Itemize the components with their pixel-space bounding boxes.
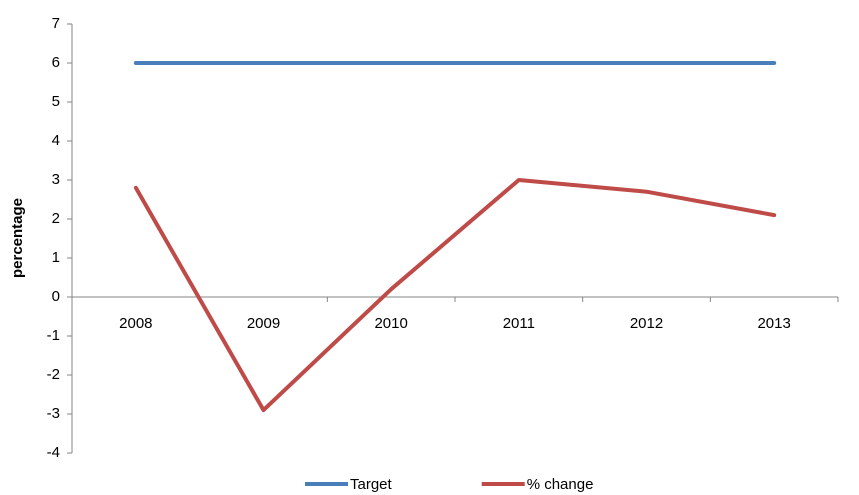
x-tick-label: 2009: [247, 315, 280, 332]
y-tick-label: 4: [52, 132, 60, 149]
y-tick-label: 2: [52, 210, 60, 227]
data-line: [133, 178, 777, 413]
y-tick-label: -4: [47, 444, 60, 461]
x-tick-label: 2013: [757, 315, 790, 332]
x-tick-label: 2011: [503, 315, 535, 332]
y-tick-label: 5: [52, 93, 60, 110]
y-tick-label: 1: [52, 249, 60, 266]
y-tick-label: 6: [52, 54, 60, 71]
y-tick-label: 0: [52, 288, 60, 305]
x-tick-label: 2012: [630, 315, 663, 332]
y-tick-label: -1: [47, 327, 60, 344]
y-tick-label: 3: [52, 171, 60, 188]
y-tick-label: -2: [47, 366, 60, 383]
x-tick-label: 2008: [119, 315, 152, 332]
y-tick-label: -3: [47, 405, 60, 422]
x-tick-label: 2010: [374, 315, 407, 332]
y-tick-label: 7: [52, 15, 60, 32]
legend-label: % change: [527, 476, 594, 493]
legend-label: Target: [350, 476, 393, 493]
y-axis-label: percentage: [9, 198, 26, 278]
